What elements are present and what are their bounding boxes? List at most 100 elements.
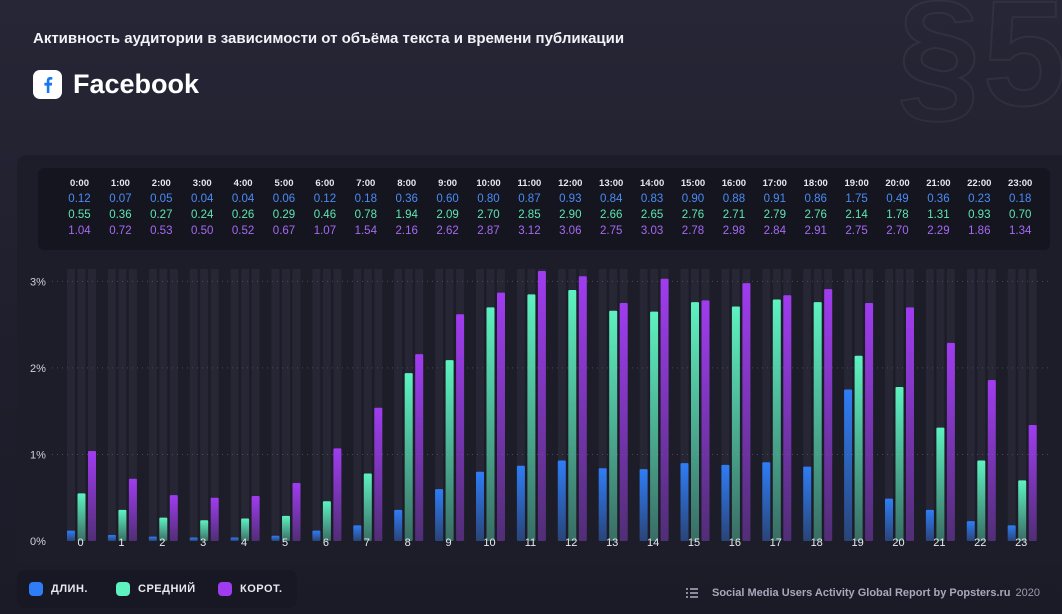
table-time-label: 1:00 — [111, 178, 130, 189]
x-tick-label: 23 — [1015, 537, 1027, 549]
bar-track — [1007, 269, 1016, 541]
bar-track — [353, 269, 362, 541]
bar-long — [107, 534, 116, 541]
bar-long — [721, 464, 730, 541]
bar-medium — [936, 427, 945, 541]
x-tick-label: 12 — [565, 537, 577, 549]
table-time-label: 13:00 — [599, 178, 623, 189]
bar-short — [456, 314, 465, 541]
legend-swatch-medium — [116, 582, 130, 596]
legend-swatch-long — [29, 582, 43, 596]
bar-track — [363, 269, 372, 541]
bar-medium — [650, 311, 659, 541]
values-table — [38, 168, 1050, 250]
legend-label-medium: СРЕДНИЙ — [138, 583, 196, 595]
bar-track — [210, 269, 219, 541]
table-value-short: 2.91 — [805, 225, 827, 237]
table-time-label: 11:00 — [518, 178, 542, 189]
bar-track — [118, 269, 127, 541]
bar-long — [67, 530, 75, 541]
bar-track — [271, 269, 280, 541]
table-time-label: 8:00 — [397, 178, 416, 189]
table-value-medium: 0.55 — [68, 209, 90, 221]
bar-medium — [813, 302, 822, 541]
table-value-medium: 0.46 — [314, 209, 336, 221]
table-time-label: 16:00 — [722, 178, 746, 189]
table-value-long: 0.84 — [600, 193, 623, 205]
bar-short — [946, 342, 955, 541]
x-tick-label: 21 — [933, 537, 945, 549]
x-tick-label: 10 — [483, 537, 495, 549]
table-value-short: 2.70 — [886, 225, 908, 237]
bar-short — [701, 300, 710, 541]
bar-track — [251, 269, 260, 541]
table-value-medium: 2.70 — [477, 209, 499, 221]
table-value-medium: 0.29 — [273, 209, 295, 221]
bar-short — [660, 278, 669, 541]
bar-long — [925, 509, 934, 541]
bar-short — [906, 307, 914, 541]
bar-short — [578, 276, 587, 541]
bar-track — [435, 269, 444, 541]
table-value-short: 2.75 — [600, 225, 622, 237]
table-time-label: 6:00 — [315, 178, 334, 189]
table-value-long: 0.06 — [273, 193, 295, 205]
y-tick-label: 0% — [30, 536, 46, 548]
table-value-short: 2.87 — [477, 225, 499, 237]
bar-medium — [772, 299, 781, 541]
x-tick-label: 4 — [241, 537, 247, 549]
legend-label-short: КОРОТ. — [240, 583, 283, 595]
bar-long — [476, 471, 484, 541]
bar-medium — [363, 473, 372, 541]
table-value-long: 0.91 — [764, 193, 786, 205]
bar-long — [639, 469, 648, 541]
table-value-long: 0.87 — [518, 193, 540, 205]
table-value-long: 0.90 — [682, 193, 704, 205]
x-tick-label: 16 — [729, 537, 741, 549]
bar-medium — [118, 509, 127, 541]
table-value-short: 2.84 — [764, 225, 787, 237]
table-value-medium: 2.79 — [764, 209, 786, 221]
x-tick-label: 14 — [647, 537, 659, 549]
bar-long — [762, 462, 771, 541]
table-value-medium: 0.36 — [109, 209, 131, 221]
x-tick-label: 19 — [851, 537, 863, 549]
bar-long — [516, 465, 525, 541]
table-value-short: 3.12 — [518, 225, 540, 237]
x-tick-label: 0 — [77, 537, 83, 549]
table-value-short: 2.75 — [845, 225, 867, 237]
bar-track — [77, 269, 86, 541]
x-tick-label: 1 — [118, 537, 124, 549]
platform-header: Facebook — [33, 69, 199, 100]
table-value-long: 0.80 — [477, 193, 499, 205]
table-value-medium: 1.94 — [396, 209, 419, 221]
table-value-long: 0.05 — [150, 193, 172, 205]
bar-short — [169, 495, 178, 541]
legend-item-medium: СРЕДНИЙ — [116, 582, 196, 596]
table-time-label: 12:00 — [558, 178, 582, 189]
table-value-long: 0.60 — [436, 193, 458, 205]
bar-track — [282, 269, 290, 541]
y-tick-label: 3% — [30, 276, 46, 288]
bar-long — [885, 498, 893, 541]
bar-medium — [241, 518, 250, 541]
bar-medium — [854, 355, 863, 541]
bar-medium — [691, 302, 699, 541]
bar-medium — [609, 310, 618, 541]
bar-short — [742, 283, 751, 541]
table-value-short: 0.50 — [191, 225, 213, 237]
table-value-short: 0.53 — [150, 225, 172, 237]
x-tick-label: 20 — [892, 537, 904, 549]
source-text: Social Media Users Activity Global Repor… — [712, 587, 1011, 599]
bar-track — [241, 269, 250, 541]
bar-medium — [404, 373, 413, 541]
bar-track — [885, 269, 893, 541]
table-time-label: 5:00 — [274, 178, 293, 189]
bar-track — [200, 269, 209, 541]
table-time-label: 3:00 — [193, 178, 212, 189]
bar-short — [824, 289, 833, 541]
bar-short — [333, 448, 342, 541]
bar-track — [292, 269, 301, 541]
table-value-short: 2.78 — [682, 225, 704, 237]
bar-long — [271, 535, 280, 541]
